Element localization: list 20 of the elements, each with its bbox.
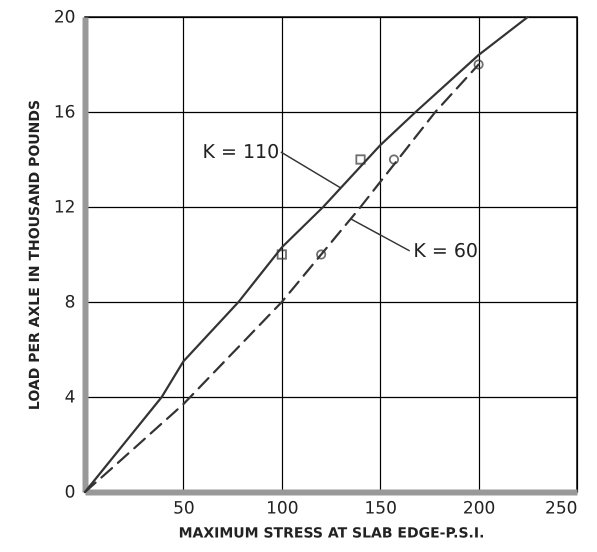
point	[474, 59, 484, 70]
y-tick-label: 0	[64, 482, 76, 502]
x-tick-label: 150	[364, 498, 397, 518]
x-axis-title: MAXIMUM STRESS AT SLAB EDGE-P.S.I.	[178, 526, 484, 542]
x-tick-label: 200	[462, 498, 496, 518]
point	[355, 154, 366, 165]
y-tick-label: 16	[54, 102, 76, 122]
point	[316, 249, 326, 260]
annotation: K = 110	[202, 141, 280, 163]
y-tick-label: 12	[54, 198, 76, 218]
x-tick-label: 100	[266, 498, 299, 518]
point	[388, 154, 400, 165]
y-tick-label: 20	[54, 8, 76, 28]
x-tick-label: 50	[173, 498, 195, 518]
y-tick-label: 4	[64, 388, 76, 408]
point	[276, 249, 287, 260]
annotation: K = 60	[413, 240, 478, 262]
y-tick-label: 8	[64, 292, 76, 312]
y-axis-title: LOAD PER AXLE IN THOUSAND POUNDS	[26, 100, 43, 410]
x-tick-label: 250	[545, 498, 578, 518]
